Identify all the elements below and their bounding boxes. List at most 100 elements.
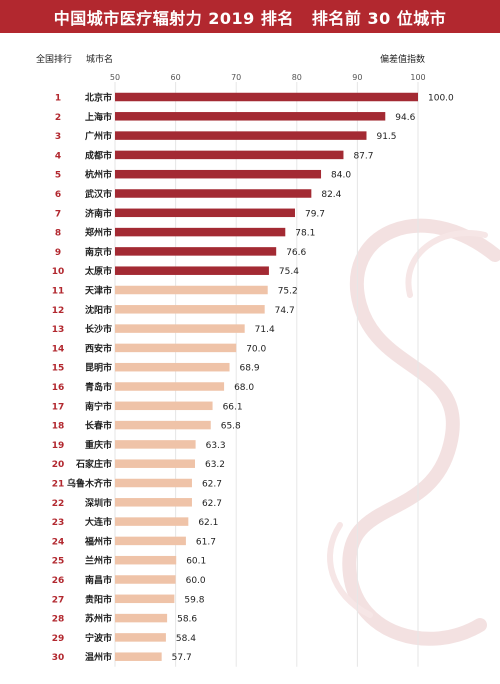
bar bbox=[115, 382, 225, 391]
value-label: 61.7 bbox=[196, 537, 216, 547]
bar bbox=[115, 343, 237, 353]
value-label: 60.1 bbox=[186, 557, 206, 567]
value-label: 58.6 bbox=[177, 615, 197, 625]
rank-label: 12 bbox=[52, 306, 65, 316]
value-label: 68.9 bbox=[240, 364, 260, 374]
value-label: 79.7 bbox=[305, 209, 325, 219]
bar bbox=[115, 305, 265, 314]
value-label: 60.0 bbox=[186, 576, 206, 586]
value-label: 62.1 bbox=[198, 518, 218, 528]
city-label: 兰州市 bbox=[85, 555, 112, 567]
city-label: 长春市 bbox=[85, 420, 112, 432]
city-label: 宁波市 bbox=[85, 632, 112, 644]
x-tick-label: 70 bbox=[231, 73, 241, 82]
rank-label: 9 bbox=[55, 248, 61, 258]
rank-label: 17 bbox=[52, 402, 65, 412]
x-tick-label: 50 bbox=[110, 73, 120, 82]
value-label: 59.8 bbox=[184, 595, 204, 605]
city-label: 苏州市 bbox=[85, 613, 112, 625]
value-label: 78.1 bbox=[295, 229, 315, 239]
bar bbox=[115, 227, 286, 237]
value-label: 66.1 bbox=[223, 402, 243, 412]
value-label: 62.7 bbox=[202, 499, 222, 509]
city-label: 重庆市 bbox=[85, 439, 112, 451]
rank-label: 2 bbox=[55, 113, 61, 123]
value-label: 70.0 bbox=[246, 344, 266, 354]
city-label: 济南市 bbox=[85, 207, 112, 219]
bar bbox=[115, 247, 277, 256]
value-label: 75.2 bbox=[278, 287, 298, 297]
city-label: 北京市 bbox=[85, 92, 112, 104]
value-label: 87.7 bbox=[353, 151, 373, 161]
bar bbox=[115, 633, 166, 642]
rank-label: 11 bbox=[52, 287, 65, 297]
rank-label: 1 bbox=[55, 94, 61, 104]
rank-label: 6 bbox=[55, 190, 61, 200]
value-label: 91.5 bbox=[376, 132, 396, 142]
city-label: 昆明市 bbox=[85, 362, 112, 374]
bar bbox=[115, 208, 295, 218]
rank-label: 8 bbox=[55, 229, 61, 239]
value-axis-title: 偏差值指数 bbox=[380, 55, 426, 65]
city-label: 西安市 bbox=[85, 342, 112, 354]
value-label: 82.4 bbox=[321, 190, 341, 200]
value-label: 76.6 bbox=[286, 248, 306, 258]
chart-subtitle: 排名前 30 位城市 bbox=[311, 8, 447, 28]
rank-label: 18 bbox=[52, 422, 65, 432]
rank-label: 10 bbox=[52, 267, 65, 277]
bar bbox=[115, 401, 213, 411]
city-label: 南宁市 bbox=[85, 400, 112, 412]
rank-label: 4 bbox=[55, 151, 61, 161]
value-label: 63.2 bbox=[205, 460, 225, 470]
rank-label: 3 bbox=[55, 132, 61, 142]
city-label: 石家庄市 bbox=[75, 458, 112, 470]
city-label: 广州市 bbox=[85, 130, 112, 142]
rank-label: 19 bbox=[52, 441, 65, 451]
city-label: 深圳市 bbox=[85, 497, 112, 509]
city-label: 长沙市 bbox=[85, 323, 112, 335]
value-label: 65.8 bbox=[221, 422, 241, 432]
city-label: 贵阳市 bbox=[85, 593, 112, 605]
city-label: 杭州市 bbox=[85, 169, 112, 181]
x-tick-label: 90 bbox=[352, 73, 362, 82]
city-label: 武汉市 bbox=[85, 188, 112, 200]
x-tick-label: 80 bbox=[292, 73, 302, 82]
bar bbox=[115, 285, 268, 295]
bar bbox=[115, 652, 162, 661]
city-label: 南昌市 bbox=[85, 574, 112, 586]
rank-label: 25 bbox=[52, 557, 65, 567]
bar bbox=[115, 150, 344, 160]
city-label: 大连市 bbox=[85, 516, 112, 528]
city-column-header: 城市名 bbox=[86, 55, 114, 65]
rank-label: 20 bbox=[52, 460, 65, 470]
rank-label: 30 bbox=[52, 653, 65, 663]
value-label: 62.7 bbox=[202, 480, 222, 490]
city-label: 上海市 bbox=[85, 111, 112, 123]
value-label: 58.4 bbox=[176, 634, 196, 644]
city-label: 青岛市 bbox=[85, 381, 112, 393]
x-tick-label: 60 bbox=[171, 73, 181, 82]
bar bbox=[115, 189, 312, 198]
bar bbox=[115, 459, 195, 468]
bar bbox=[115, 266, 269, 275]
rank-label: 5 bbox=[55, 171, 61, 181]
value-label: 74.7 bbox=[275, 306, 295, 316]
bar bbox=[115, 575, 176, 584]
value-label: 68.0 bbox=[234, 383, 254, 393]
value-label: 57.7 bbox=[172, 653, 192, 663]
rank-label: 13 bbox=[52, 325, 65, 335]
bar bbox=[115, 92, 418, 102]
rank-label: 15 bbox=[52, 364, 65, 374]
city-label: 南京市 bbox=[85, 246, 112, 258]
city-label: 郑州市 bbox=[85, 227, 112, 239]
bar bbox=[115, 517, 189, 526]
city-label: 福州市 bbox=[84, 535, 112, 547]
bar bbox=[115, 498, 192, 507]
city-label: 天津市 bbox=[85, 285, 112, 297]
rank-label: 22 bbox=[52, 499, 65, 509]
rank-label: 14 bbox=[52, 344, 65, 354]
bar bbox=[115, 594, 175, 604]
city-label: 太原市 bbox=[84, 265, 112, 277]
bar bbox=[115, 536, 186, 546]
